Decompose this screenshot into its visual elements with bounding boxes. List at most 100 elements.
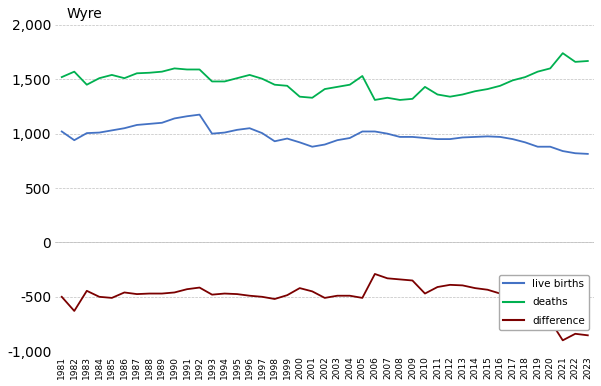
live births xyxy=(158,120,165,125)
live births xyxy=(559,149,566,153)
difference xyxy=(522,305,529,310)
live births xyxy=(471,135,478,139)
deaths xyxy=(409,96,416,101)
live births xyxy=(384,131,391,136)
deaths xyxy=(559,51,566,56)
deaths xyxy=(221,79,228,84)
live births xyxy=(271,139,278,144)
difference xyxy=(371,272,379,276)
live births xyxy=(434,137,441,141)
difference xyxy=(171,290,178,295)
Line: deaths: deaths xyxy=(62,53,588,100)
difference xyxy=(434,285,441,290)
live births xyxy=(509,137,516,141)
live births xyxy=(209,131,216,136)
live births xyxy=(484,134,491,139)
deaths xyxy=(522,75,529,80)
live births xyxy=(584,152,591,156)
live births xyxy=(359,129,366,134)
difference xyxy=(534,315,542,320)
deaths xyxy=(434,92,441,97)
live births xyxy=(459,135,466,140)
difference xyxy=(384,276,391,281)
live births xyxy=(246,126,253,130)
live births xyxy=(421,136,429,141)
live births xyxy=(96,130,103,135)
live births xyxy=(133,123,141,127)
deaths xyxy=(108,73,115,77)
deaths xyxy=(334,85,341,89)
live births xyxy=(221,130,228,135)
live births xyxy=(196,112,203,117)
live births xyxy=(171,116,178,121)
live births xyxy=(321,142,328,147)
deaths xyxy=(484,87,491,91)
difference xyxy=(584,333,591,338)
live births xyxy=(309,144,316,149)
deaths xyxy=(509,78,516,83)
difference xyxy=(547,318,554,323)
deaths xyxy=(158,69,165,74)
live births xyxy=(447,137,454,141)
difference xyxy=(221,291,228,296)
deaths xyxy=(321,87,328,91)
deaths xyxy=(421,85,429,89)
deaths xyxy=(284,83,291,88)
deaths xyxy=(58,75,66,80)
difference xyxy=(496,291,504,296)
difference xyxy=(158,291,165,296)
deaths xyxy=(133,71,141,76)
difference xyxy=(284,293,291,298)
live births xyxy=(371,129,379,134)
live births xyxy=(234,127,241,132)
deaths xyxy=(246,73,253,77)
difference xyxy=(559,338,566,343)
difference xyxy=(572,332,579,336)
deaths xyxy=(271,82,278,87)
live births xyxy=(146,122,153,126)
difference xyxy=(421,291,429,296)
difference xyxy=(396,277,403,282)
difference xyxy=(484,288,491,292)
deaths xyxy=(547,66,554,71)
live births xyxy=(534,144,542,149)
deaths xyxy=(496,83,504,88)
difference xyxy=(346,293,353,298)
difference xyxy=(309,289,316,294)
deaths xyxy=(572,59,579,64)
live births xyxy=(258,131,266,135)
difference xyxy=(196,285,203,290)
difference xyxy=(133,292,141,296)
difference xyxy=(246,293,253,298)
live births xyxy=(396,135,403,139)
difference xyxy=(459,283,466,288)
live births xyxy=(284,136,291,141)
deaths xyxy=(171,66,178,71)
live births xyxy=(83,131,90,135)
difference xyxy=(209,292,216,297)
Line: difference: difference xyxy=(62,274,588,340)
deaths xyxy=(447,94,454,99)
difference xyxy=(146,291,153,296)
deaths xyxy=(459,92,466,97)
difference xyxy=(83,288,90,293)
live births xyxy=(108,128,115,133)
difference xyxy=(296,286,304,290)
deaths xyxy=(146,70,153,75)
Legend: live births, deaths, difference: live births, deaths, difference xyxy=(499,275,589,330)
difference xyxy=(183,287,191,291)
deaths xyxy=(71,69,78,74)
difference xyxy=(58,295,66,299)
live births xyxy=(71,138,78,142)
difference xyxy=(108,296,115,300)
difference xyxy=(509,299,516,303)
live births xyxy=(121,126,128,130)
live births xyxy=(183,114,191,119)
difference xyxy=(121,290,128,295)
deaths xyxy=(471,89,478,93)
deaths xyxy=(384,95,391,100)
deaths xyxy=(359,74,366,78)
deaths xyxy=(346,82,353,87)
live births xyxy=(346,136,353,141)
difference xyxy=(359,296,366,300)
